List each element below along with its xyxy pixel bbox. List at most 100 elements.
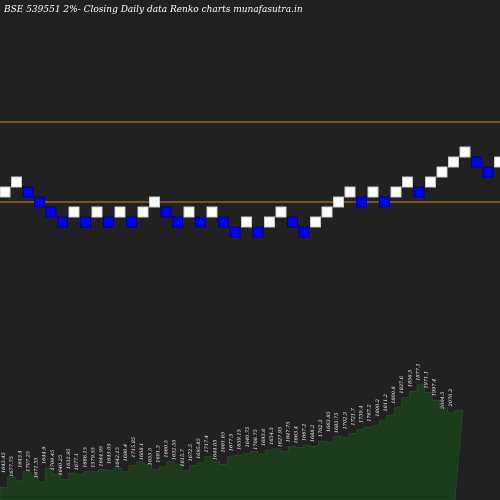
volume-label: 1632.95: [66, 448, 72, 469]
renko-brick-down: [379, 196, 390, 208]
renko-brick-down: [45, 206, 57, 218]
volume-label: 1997.4: [432, 379, 438, 397]
volume-area: [0, 384, 463, 500]
volume-label: 1702.3: [318, 420, 324, 438]
renko-brick-down: [471, 156, 482, 168]
renko-brick-up: [390, 186, 402, 198]
volume-label: 1837.6: [399, 375, 405, 393]
renko-brick-down: [287, 216, 298, 228]
volume-labels: 1643.45 1677.75 1643.4 1707.25 1671.351644.9…: [1, 363, 454, 478]
renko-brick-down: [252, 226, 264, 238]
volume-label: 1811.2: [383, 394, 389, 412]
volume-label: 1695.85: [196, 438, 202, 459]
renko-brick-up: [367, 186, 379, 198]
renko-bricks: [0, 146, 500, 238]
volume-label: 1647.75: [285, 422, 291, 443]
volume-label: 1643.4: [17, 450, 23, 468]
volume-label: 1640.25: [58, 455, 64, 476]
volume-label: 1717.4: [204, 435, 210, 453]
volume-label: 1693.6: [261, 428, 267, 446]
renko-brick-up: [91, 206, 103, 218]
volume-label: 1645.05: [107, 443, 113, 464]
volume-label: 1654.3: [269, 427, 275, 445]
volume-label: 1643.45: [1, 452, 7, 473]
volume-label: 1644.9: [42, 446, 48, 464]
renko-brick-up: [241, 216, 252, 228]
volume-label: 1683.75: [334, 413, 340, 434]
renko-brick-up: [436, 166, 448, 178]
renko-brick-up: [11, 176, 22, 188]
volume-label: 1659.15: [237, 429, 243, 450]
renko-brick-up: [459, 146, 471, 158]
volume-label: 1800.8: [391, 386, 397, 404]
volume-label: 1677.1: [74, 453, 80, 471]
renko-brick-down: [172, 216, 183, 228]
renko-brick-up: [448, 156, 459, 168]
renko-brick-up: [310, 216, 321, 228]
volume-label: 1877.1: [415, 363, 421, 381]
volume-label: 1800.2: [375, 399, 381, 417]
volume-label: 1688.2: [310, 425, 316, 443]
volume-label: 1856.5: [407, 370, 413, 388]
volume-label: 1627.95: [277, 427, 283, 448]
renko-brick-down: [103, 216, 114, 228]
volume-label: 2070.3: [448, 389, 454, 408]
volume-label: 1644.95: [99, 446, 105, 467]
volume-label: 1721.7: [350, 407, 356, 425]
volume-label: 1579.55: [90, 447, 96, 468]
renko-brick-down: [160, 206, 172, 218]
volume-label: 1677.75: [9, 456, 15, 477]
volume-label: 1690.4: [123, 444, 129, 462]
volume-label: 2004.5: [440, 392, 446, 411]
volume-label: 1608.1: [139, 443, 145, 461]
volume-label: 1707.25: [25, 451, 31, 472]
renko-brick-up: [149, 196, 160, 208]
volume-label: 1686.15: [82, 447, 88, 468]
volume-area-shape: [0, 384, 463, 500]
volume-label: 1739.4: [359, 406, 365, 424]
renko-brick-down: [80, 216, 91, 228]
renko-brick-up: [402, 176, 413, 188]
renko-brick-down: [57, 216, 68, 228]
volume-label: 1672.5: [188, 444, 194, 462]
volume-label: 1667.2: [302, 424, 308, 442]
renko-brick-down: [218, 216, 229, 228]
renko-brick-up: [494, 156, 500, 168]
renko-brick-down: [22, 186, 34, 198]
volume-label: 1661.65: [220, 432, 226, 453]
volume-label: 1663.4: [294, 426, 300, 444]
volume-label: 1708.75: [253, 429, 259, 450]
level-lines: [0, 121, 500, 203]
volume-label: 1767.2: [367, 404, 373, 422]
renko-brick-down: [229, 226, 241, 238]
chart-title: BSE 539551 2%- Closing Daily data Renko …: [3, 5, 303, 15]
volume-label: 1715.85: [131, 437, 137, 458]
volume-label: 1702.3: [342, 412, 348, 430]
renko-brick-up: [425, 176, 436, 188]
renko-brick-down: [126, 216, 137, 228]
volume-label: 1660.5: [164, 440, 170, 458]
renko-brick-down: [356, 196, 367, 208]
renko-brick-up: [114, 206, 126, 218]
volume-label: 1644.05: [212, 440, 218, 461]
renko-brick-up: [344, 186, 356, 198]
volume-label: 1640.75: [245, 427, 251, 448]
renko-brick-up: [275, 206, 287, 218]
volume-label: 1615.7: [180, 448, 186, 466]
volume-label: 1677.5: [229, 434, 235, 452]
renko-brick-up: [183, 206, 195, 218]
renko-brick-up: [68, 206, 80, 218]
renko-brick-down: [482, 166, 494, 178]
renko-brick-up: [333, 196, 344, 208]
volume-label: 1671.35: [34, 457, 40, 478]
renko-brick-down: [34, 196, 45, 208]
renko-brick-down: [298, 226, 310, 238]
volume-label: 1709.45: [50, 450, 56, 471]
renko-brick-up: [0, 186, 11, 198]
volume-label: 1632.55: [172, 440, 178, 461]
renko-brick-up: [321, 206, 333, 218]
renko-brick-down: [195, 216, 206, 228]
volume-label: 1663.85: [326, 411, 332, 432]
